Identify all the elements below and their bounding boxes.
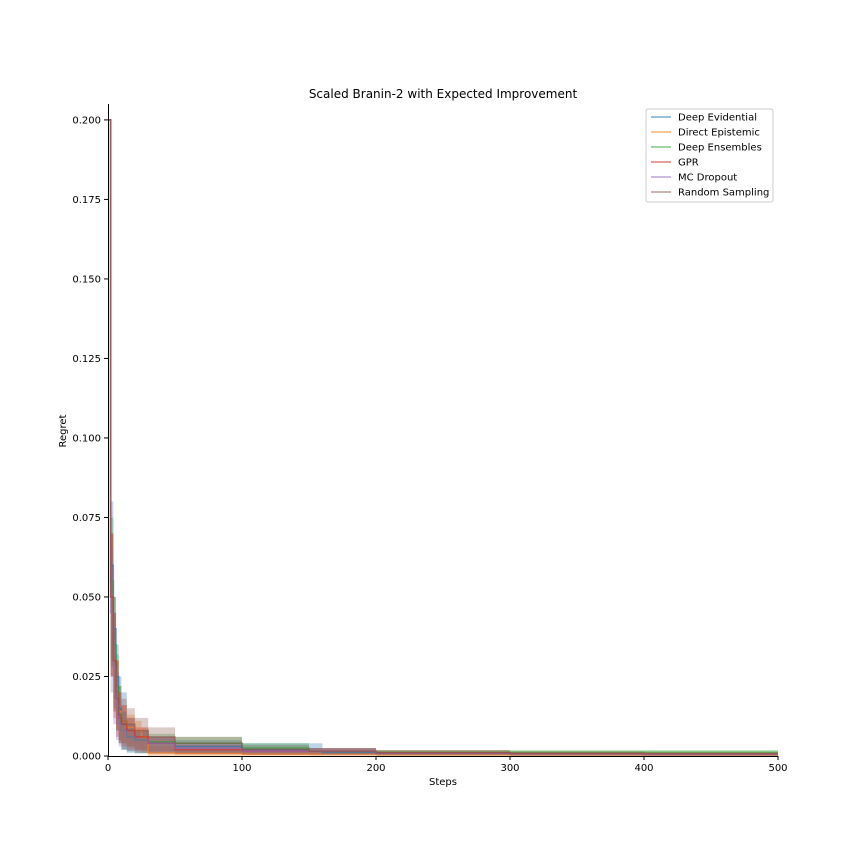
legend-label: Random Sampling	[678, 188, 769, 199]
legend-label: GPR	[678, 158, 699, 169]
axes	[108, 104, 778, 757]
series-line-5	[108, 119, 778, 755]
legend-frame	[645, 108, 774, 203]
legend: Deep Evidential Direct Epistemic Deep Ense…	[645, 108, 774, 203]
y-axis-label: Regret	[58, 414, 69, 447]
x-tick-label: 0	[105, 763, 111, 774]
series-lines	[108, 119, 778, 756]
x-tick-label: 300	[500, 763, 519, 774]
x-axis-label: Steps	[429, 777, 457, 788]
legend-label: Direct Epistemic	[678, 128, 760, 139]
x-tick-label: 500	[768, 763, 787, 774]
y-tick-label: 0.125	[72, 354, 101, 365]
y-tick-label: 0.100	[72, 433, 101, 444]
y-tick-label: 0.150	[72, 274, 101, 285]
y-tick-label: 0.050	[72, 592, 101, 603]
x-tick-label: 400	[634, 763, 653, 774]
legend-label: Deep Evidential	[678, 113, 757, 124]
y-tick-label: 0.175	[72, 195, 101, 206]
x-ticks: 0 100 200 300 400 500	[105, 756, 788, 774]
y-tick-label: 0.200	[72, 115, 101, 126]
y-tick-label: 0.025	[72, 672, 101, 683]
y-ticks: 0.000 0.025 0.050 0.075 0.100 0.125 0.150 0.175…	[72, 115, 108, 763]
x-tick-label: 200	[366, 763, 385, 774]
chart-title: Scaled Branin-2 with Expected Improvemen…	[309, 87, 578, 101]
y-tick-label: 0.000	[72, 752, 101, 763]
legend-label: MC Dropout	[678, 173, 737, 184]
legend-items: Deep Evidential Direct Epistemic Deep Ense…	[651, 113, 769, 199]
legend-label: Deep Ensembles	[678, 143, 762, 154]
y-tick-label: 0.075	[72, 513, 101, 524]
x-tick-label: 100	[232, 763, 251, 774]
